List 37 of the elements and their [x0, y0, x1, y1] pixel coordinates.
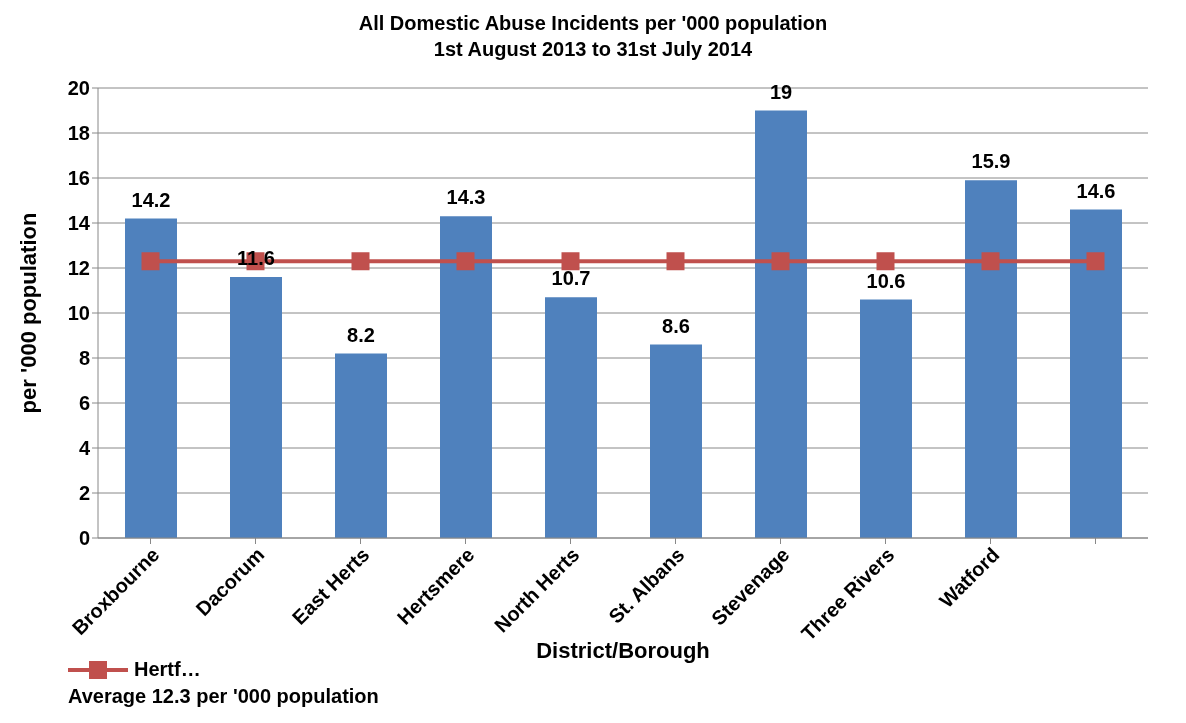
y-tick-label: 4 — [78, 437, 91, 460]
chart-title: All Domestic Abuse Incidents per '000 population — [357, 11, 829, 36]
bar — [755, 110, 807, 538]
bar — [125, 218, 177, 538]
y-tick-label: 10 — [67, 302, 90, 325]
data-label: 8.2 — [347, 323, 375, 346]
y-tick-label: 2 — [78, 482, 90, 505]
y-tick-label: 18 — [67, 122, 90, 145]
data-label: 10.7 — [551, 267, 591, 290]
legend-label: Hertf… — [134, 658, 201, 681]
bar — [230, 277, 282, 538]
bar — [1070, 209, 1122, 538]
data-label: 15.9 — [971, 150, 1011, 173]
y-axis-title: per '000 population — [15, 212, 41, 414]
data-label: 14.3 — [446, 186, 486, 209]
y-tick-label: 8 — [78, 347, 90, 370]
bar — [965, 180, 1017, 538]
bar — [650, 344, 702, 538]
text: Average 12.3 per '000 population — [68, 685, 380, 708]
data-label: 14.6 — [1076, 179, 1116, 202]
y-tick-label: 6 — [78, 392, 90, 415]
bar — [860, 299, 912, 538]
data-label: 8.6 — [662, 314, 690, 337]
data-label: 14.2 — [131, 188, 171, 211]
data-label: 10.6 — [866, 269, 906, 292]
y-tick-label: 16 — [67, 167, 90, 190]
y-tick-label: 12 — [67, 257, 90, 280]
bar — [335, 353, 387, 538]
y-tick-label: 20 — [67, 77, 90, 100]
data-label: 19 — [769, 80, 793, 103]
x-axis-title: District/Borough — [536, 638, 710, 663]
y-tick-label: 14 — [67, 212, 91, 235]
chart-subtitle: 1st August 2013 to 31st July 2014 — [432, 37, 754, 62]
bar — [440, 216, 492, 538]
data-label: 11.6 — [237, 247, 275, 269]
y-tick-label: 0 — [78, 527, 90, 550]
bar — [545, 297, 597, 538]
